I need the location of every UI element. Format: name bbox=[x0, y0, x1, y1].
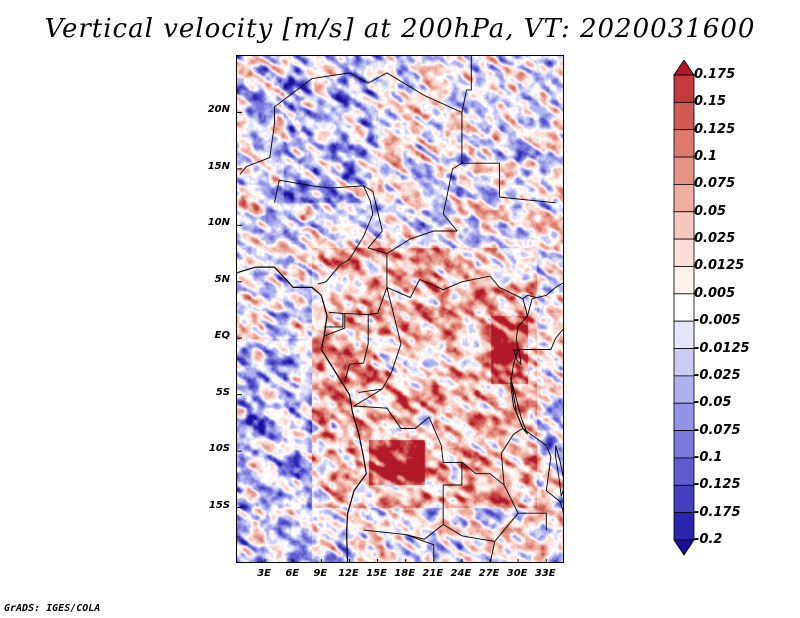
lat-tick-label: 20N bbox=[207, 104, 230, 116]
lon-tick-label: 33E bbox=[534, 568, 556, 579]
colorbar-level-label: 0.125 bbox=[694, 121, 736, 137]
lat-tick-label: 15S bbox=[208, 499, 230, 511]
lon-tick-label: 27E bbox=[478, 568, 500, 579]
colorbar-level-label: -0.025 bbox=[694, 367, 741, 383]
map-plot-area bbox=[236, 55, 564, 563]
colorbar-level-label: -0.1 bbox=[694, 449, 723, 465]
country-border bbox=[386, 275, 528, 316]
country-border bbox=[324, 313, 344, 328]
lon-tick-label: 12E bbox=[338, 568, 359, 579]
colorbar-level-label: 0.1 bbox=[694, 149, 718, 165]
colorbar-swatch bbox=[673, 211, 695, 240]
colorbar-swatch bbox=[673, 238, 695, 267]
country-border bbox=[328, 253, 388, 315]
colorbar-level-label: -0.0125 bbox=[694, 340, 750, 356]
colorbar bbox=[673, 60, 695, 556]
grads-credit: GrADS: IGES/COLA bbox=[4, 603, 101, 614]
lat-tick-label: 5S bbox=[215, 386, 230, 398]
colorbar-level-label: -0.075 bbox=[694, 422, 741, 438]
country-border bbox=[489, 541, 496, 562]
colorbar-swatch bbox=[673, 512, 695, 541]
lat-tick-label: 10S bbox=[208, 443, 230, 455]
country-border bbox=[344, 314, 369, 382]
colorbar-swatch bbox=[673, 402, 695, 431]
colorbar-swatch bbox=[673, 129, 695, 158]
lat-tick-label: EQ bbox=[214, 330, 230, 342]
lat-tick-label: 15N bbox=[207, 160, 230, 172]
colorbar-swatch bbox=[673, 293, 695, 322]
colorbar-level-label: 0.175 bbox=[694, 67, 736, 82]
country-border bbox=[317, 185, 374, 285]
colorbar-swatch bbox=[673, 539, 695, 556]
lon-tick-label: 18E bbox=[394, 568, 416, 579]
lon-tick-label: 9E bbox=[313, 568, 328, 579]
country-border bbox=[518, 328, 563, 350]
country-border bbox=[324, 313, 346, 337]
colorbar-swatch bbox=[673, 320, 695, 349]
country-border bbox=[522, 428, 563, 514]
colorbar-level-label: 0.0125 bbox=[694, 258, 745, 274]
colorbar-swatch bbox=[673, 484, 695, 514]
country-border bbox=[352, 388, 463, 540]
colorbar-swatch bbox=[673, 266, 695, 295]
colorbar-swatch bbox=[673, 457, 695, 486]
colorbar-swatch bbox=[673, 60, 695, 76]
colorbar-level-label: -0.005 bbox=[694, 313, 741, 329]
colorbar-level-label: 0.075 bbox=[694, 176, 736, 192]
colorbar-swatch bbox=[673, 74, 695, 103]
map-title: Vertical velocity [m/s] at 200hPa, VT: 2… bbox=[44, 14, 756, 44]
colorbar-level-label: 0.05 bbox=[694, 203, 727, 219]
colorbar-level-label: -0.175 bbox=[694, 504, 741, 520]
lon-tick-label: 30E bbox=[506, 568, 528, 579]
colorbar-level-label: 0.15 bbox=[694, 94, 727, 110]
colorbar-swatch bbox=[673, 184, 695, 213]
lon-tick-label: 3E bbox=[257, 568, 271, 579]
country-border bbox=[363, 185, 458, 255]
lon-tick-label: 24E bbox=[450, 568, 472, 579]
country-border bbox=[461, 315, 528, 487]
country-borders bbox=[237, 56, 563, 562]
colorbar-swatch bbox=[673, 101, 695, 131]
colorbar-swatch bbox=[673, 156, 695, 185]
country-border bbox=[461, 162, 556, 204]
colorbar-swatch bbox=[673, 375, 695, 404]
colorbar-level-label: -0.05 bbox=[694, 395, 732, 411]
country-border bbox=[358, 287, 402, 393]
vertical-velocity-field bbox=[237, 56, 563, 562]
country-border bbox=[442, 112, 463, 232]
lon-tick-label: 15E bbox=[366, 568, 387, 579]
country-border bbox=[527, 282, 563, 316]
lake-outline bbox=[555, 445, 563, 497]
lat-tick-label: 10N bbox=[207, 217, 230, 229]
country-border bbox=[442, 512, 519, 542]
lon-tick-label: 21E bbox=[422, 568, 444, 579]
lake-outline bbox=[512, 348, 522, 366]
country-border bbox=[274, 72, 463, 113]
country-border bbox=[461, 56, 472, 113]
country-border bbox=[522, 294, 538, 300]
colorbar-level-label: 0.005 bbox=[694, 285, 736, 301]
colorbar-swatch bbox=[673, 430, 695, 459]
lat-tick-label: 5N bbox=[214, 273, 230, 285]
coastline bbox=[237, 266, 367, 562]
colorbar-swatch bbox=[673, 348, 695, 377]
country-border bbox=[405, 534, 435, 562]
colorbar-level-label: -0.2 bbox=[694, 532, 723, 547]
country-border bbox=[274, 179, 364, 203]
lake-outline bbox=[510, 377, 528, 435]
colorbar-level-label: -0.125 bbox=[694, 477, 741, 493]
colorbar-level-label: 0.025 bbox=[694, 231, 736, 247]
country-border bbox=[503, 484, 547, 531]
lon-tick-label: 6E bbox=[285, 568, 300, 579]
country-border bbox=[239, 106, 275, 175]
